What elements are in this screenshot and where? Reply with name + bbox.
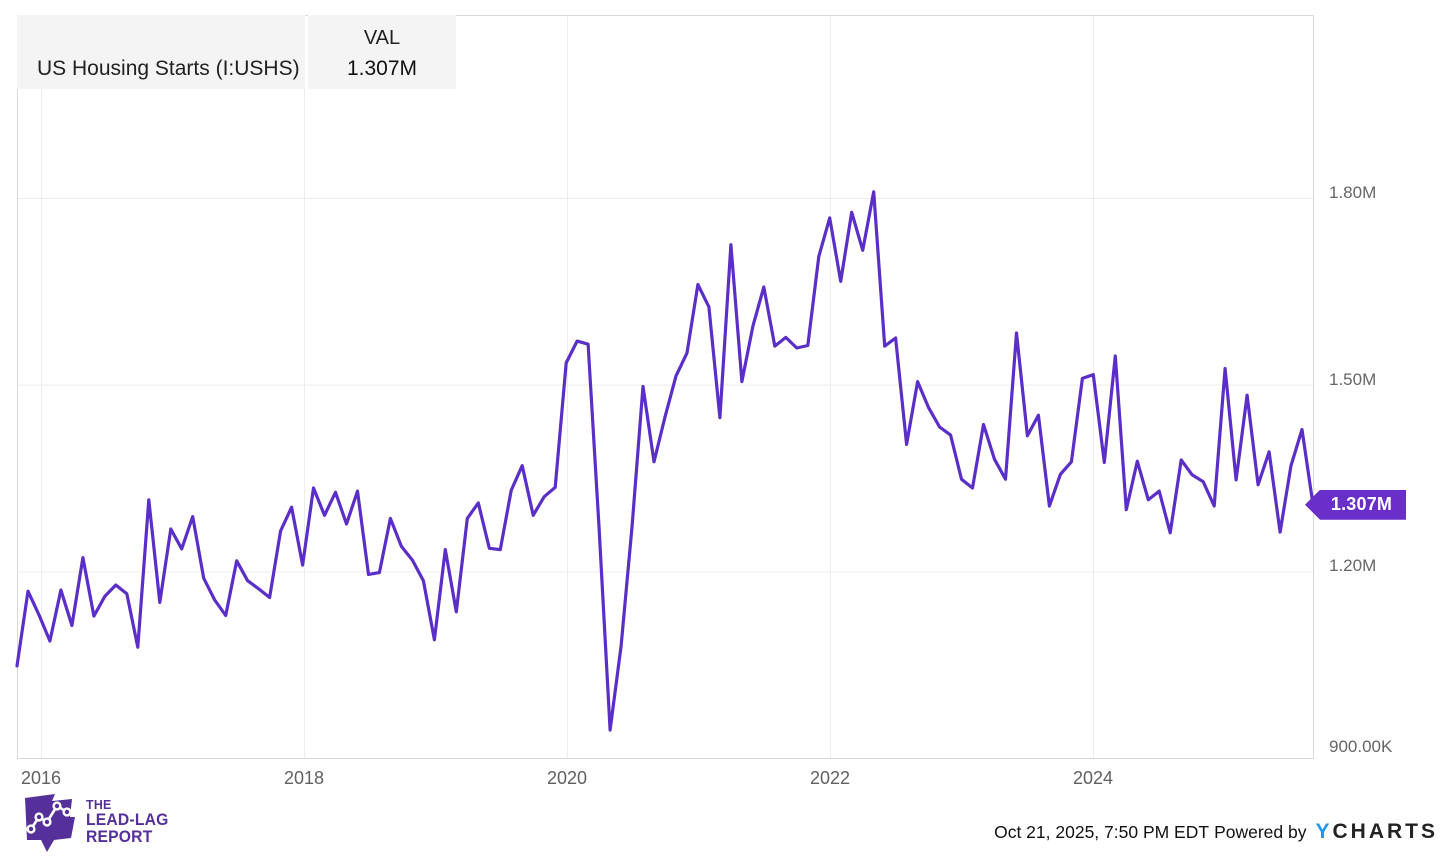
legend-value-header: VAL	[363, 27, 401, 49]
current-value-tag: 1.307M	[1305, 489, 1406, 520]
logo-line-report: REPORT	[86, 828, 153, 846]
x-axis-tick-label: 2022	[809, 768, 851, 788]
lead-lag-report-logo: THE LEAD-LAG REPORT	[22, 791, 173, 853]
legend-current-value: 1.307M	[346, 57, 418, 80]
current-value-tag-label: 1.307M	[1330, 494, 1393, 515]
ycharts-logo: YCHARTS	[1315, 820, 1438, 844]
x-axis-tick-label: 2020	[546, 768, 588, 788]
x-axis-tick-label: 2016	[20, 768, 62, 788]
plot-border	[17, 15, 1314, 759]
y-axis-tick-label: 1.80M	[1329, 183, 1377, 202]
housing-starts-series-line	[15, 190, 1315, 732]
logo-line-lead-lag: LEAD-LAG	[86, 811, 169, 829]
chart-timestamp: Oct 21, 2025, 7:50 PM EDT	[994, 822, 1210, 842]
ycharts-logo-charts: CHARTS	[1332, 820, 1438, 843]
chart-attribution: Oct 21, 2025, 7:50 PM EDT Powered by YCH…	[994, 820, 1438, 844]
legend-series-cell: US Housing Starts (I:USHS)	[17, 15, 305, 89]
x-axis-tick-label: 2024	[1072, 768, 1114, 788]
y-axis-tick-label: 1.50M	[1329, 369, 1377, 389]
chart-legend: US Housing Starts (I:USHS) VAL 1.307M	[17, 15, 456, 89]
lead-lag-logo-text: THE LEAD-LAG REPORT	[86, 798, 169, 846]
lead-lag-bubble-icon	[25, 794, 75, 852]
y-axis-tick-label: 900.00K	[1329, 737, 1393, 756]
y-axis-tick-label: 1.20M	[1329, 556, 1377, 576]
powered-by-label: Powered by	[1214, 822, 1307, 842]
legend-value-cell: VAL 1.307M	[308, 15, 456, 89]
x-axis-tick-label: 2018	[283, 768, 325, 788]
ycharts-logo-y: Y	[1315, 820, 1333, 843]
logo-line-the: THE	[86, 797, 112, 812]
legend-series-name: US Housing Starts (I:USHS)	[37, 57, 300, 80]
